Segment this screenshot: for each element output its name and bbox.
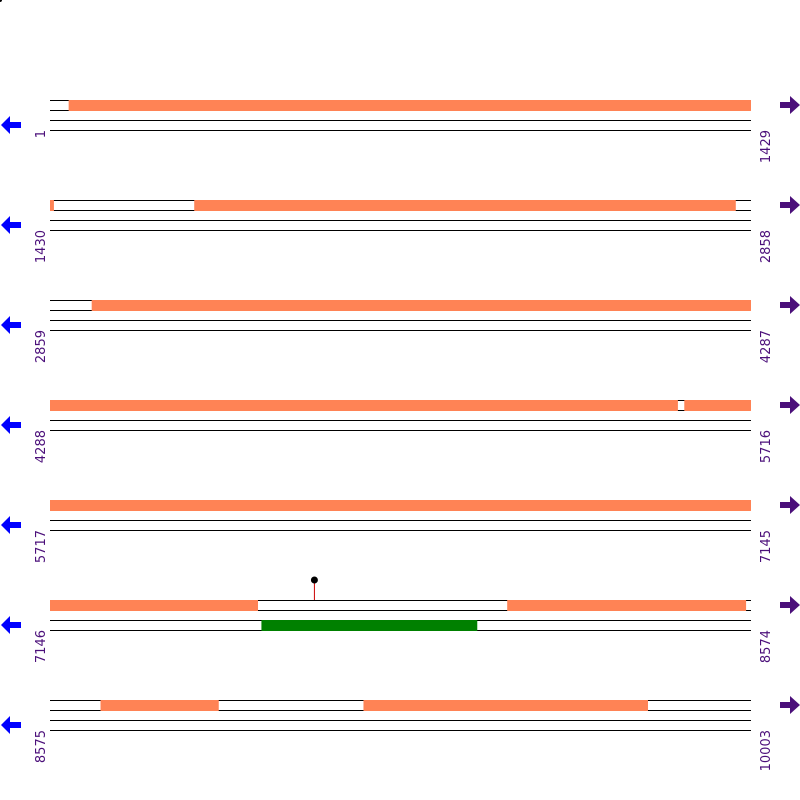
row-end-label: 2858 [759,230,774,263]
left-arrow-icon [1,416,21,434]
row-end-label: 8574 [759,630,774,663]
left-arrow-icon [1,316,21,334]
sequence-row: 7146 8574 [1,576,800,663]
row-start-label: 5717 [34,530,49,563]
row-start-label: 1 [34,130,49,138]
feature-bar [50,200,54,211]
left-arrow-icon [1,716,21,734]
feature-bar [194,200,736,211]
feature-bar [91,300,751,311]
row-start-label: 8575 [34,730,49,763]
sequence-row: 5717 7145 [1,496,800,563]
row-end-label: 7145 [759,530,774,563]
row-start-label: 1430 [34,230,49,263]
right-arrow-icon [780,596,800,614]
sequence-row: 1430 2858 [1,196,800,263]
left-arrow-icon [1,616,21,634]
map-rows: 1 1429 1430 2858 2859 4287 4288 5716 5717 7145 714… [1,96,800,771]
left-arrow-icon [1,116,21,134]
feature-bar [50,600,258,611]
row-start-label: 7146 [34,630,49,663]
left-arrow-icon [1,516,21,534]
row-start-label: 4288 [34,430,49,463]
row-end-label: 4287 [759,330,774,363]
feature-bar [363,700,648,711]
feature-bar [684,400,751,411]
feature-bar [50,400,678,411]
row-end-label: 5716 [759,430,774,463]
green-feature-bar [261,620,478,631]
sequence-row: 1 1429 [1,96,800,163]
right-arrow-icon [780,196,800,214]
sequence-row: 8575 10003 [1,696,800,771]
feature-bar [100,700,219,711]
right-arrow-icon [780,396,800,414]
corner-dot [0,0,2,2]
row-end-label: 10003 [759,730,774,771]
sequence-row: 2859 4287 [1,296,800,363]
row-end-label: 1429 [759,130,774,163]
right-arrow-icon [780,696,800,714]
row-start-label: 2859 [34,330,49,363]
left-arrow-icon [1,216,21,234]
marker-head [310,576,318,584]
right-arrow-icon [780,296,800,314]
right-arrow-icon [780,496,800,514]
feature-bar [50,500,751,511]
right-arrow-icon [780,96,800,114]
sequence-row: 4288 5716 [1,396,800,463]
feature-bar [507,600,747,611]
feature-bar [68,100,752,111]
